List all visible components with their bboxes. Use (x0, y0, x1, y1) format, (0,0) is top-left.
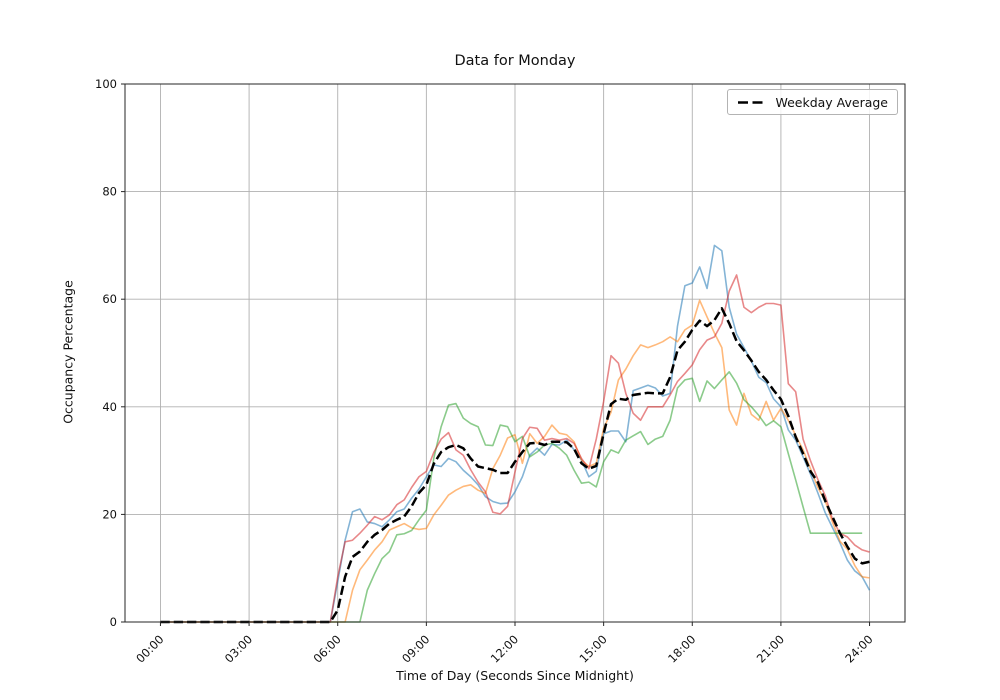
x-tick-label: 21:00 (754, 632, 787, 665)
y-tick-label: 100 (95, 77, 117, 91)
y-tick-label: 20 (102, 507, 117, 521)
gridlines (125, 83, 905, 623)
y-tick-label: 80 (102, 185, 117, 199)
x-tick-label: 03:00 (222, 632, 255, 665)
x-axis-label: Time of Day (Seconds Since Midnight) (396, 668, 634, 683)
chart-title: Data for Monday (454, 53, 576, 69)
legend: Weekday Average (727, 89, 898, 115)
x-tick-label: 06:00 (311, 632, 344, 665)
x-tick-label: 18:00 (665, 632, 698, 665)
x-tick-label: 24:00 (842, 632, 875, 665)
dashed-line-icon (738, 100, 767, 104)
y-tick-label: 0 (110, 615, 117, 629)
x-tick-label: 00:00 (133, 632, 166, 665)
x-tick-label: 12:00 (488, 632, 521, 665)
x-tick-label: 15:00 (576, 632, 609, 665)
x-tick-label: 09:00 (399, 632, 432, 665)
y-tick-label: 40 (102, 400, 117, 414)
legend-label: Weekday Average (775, 94, 888, 110)
y-tick-label: 60 (102, 292, 117, 306)
series-weekday-average (160, 307, 870, 624)
tick-marks (121, 83, 871, 626)
